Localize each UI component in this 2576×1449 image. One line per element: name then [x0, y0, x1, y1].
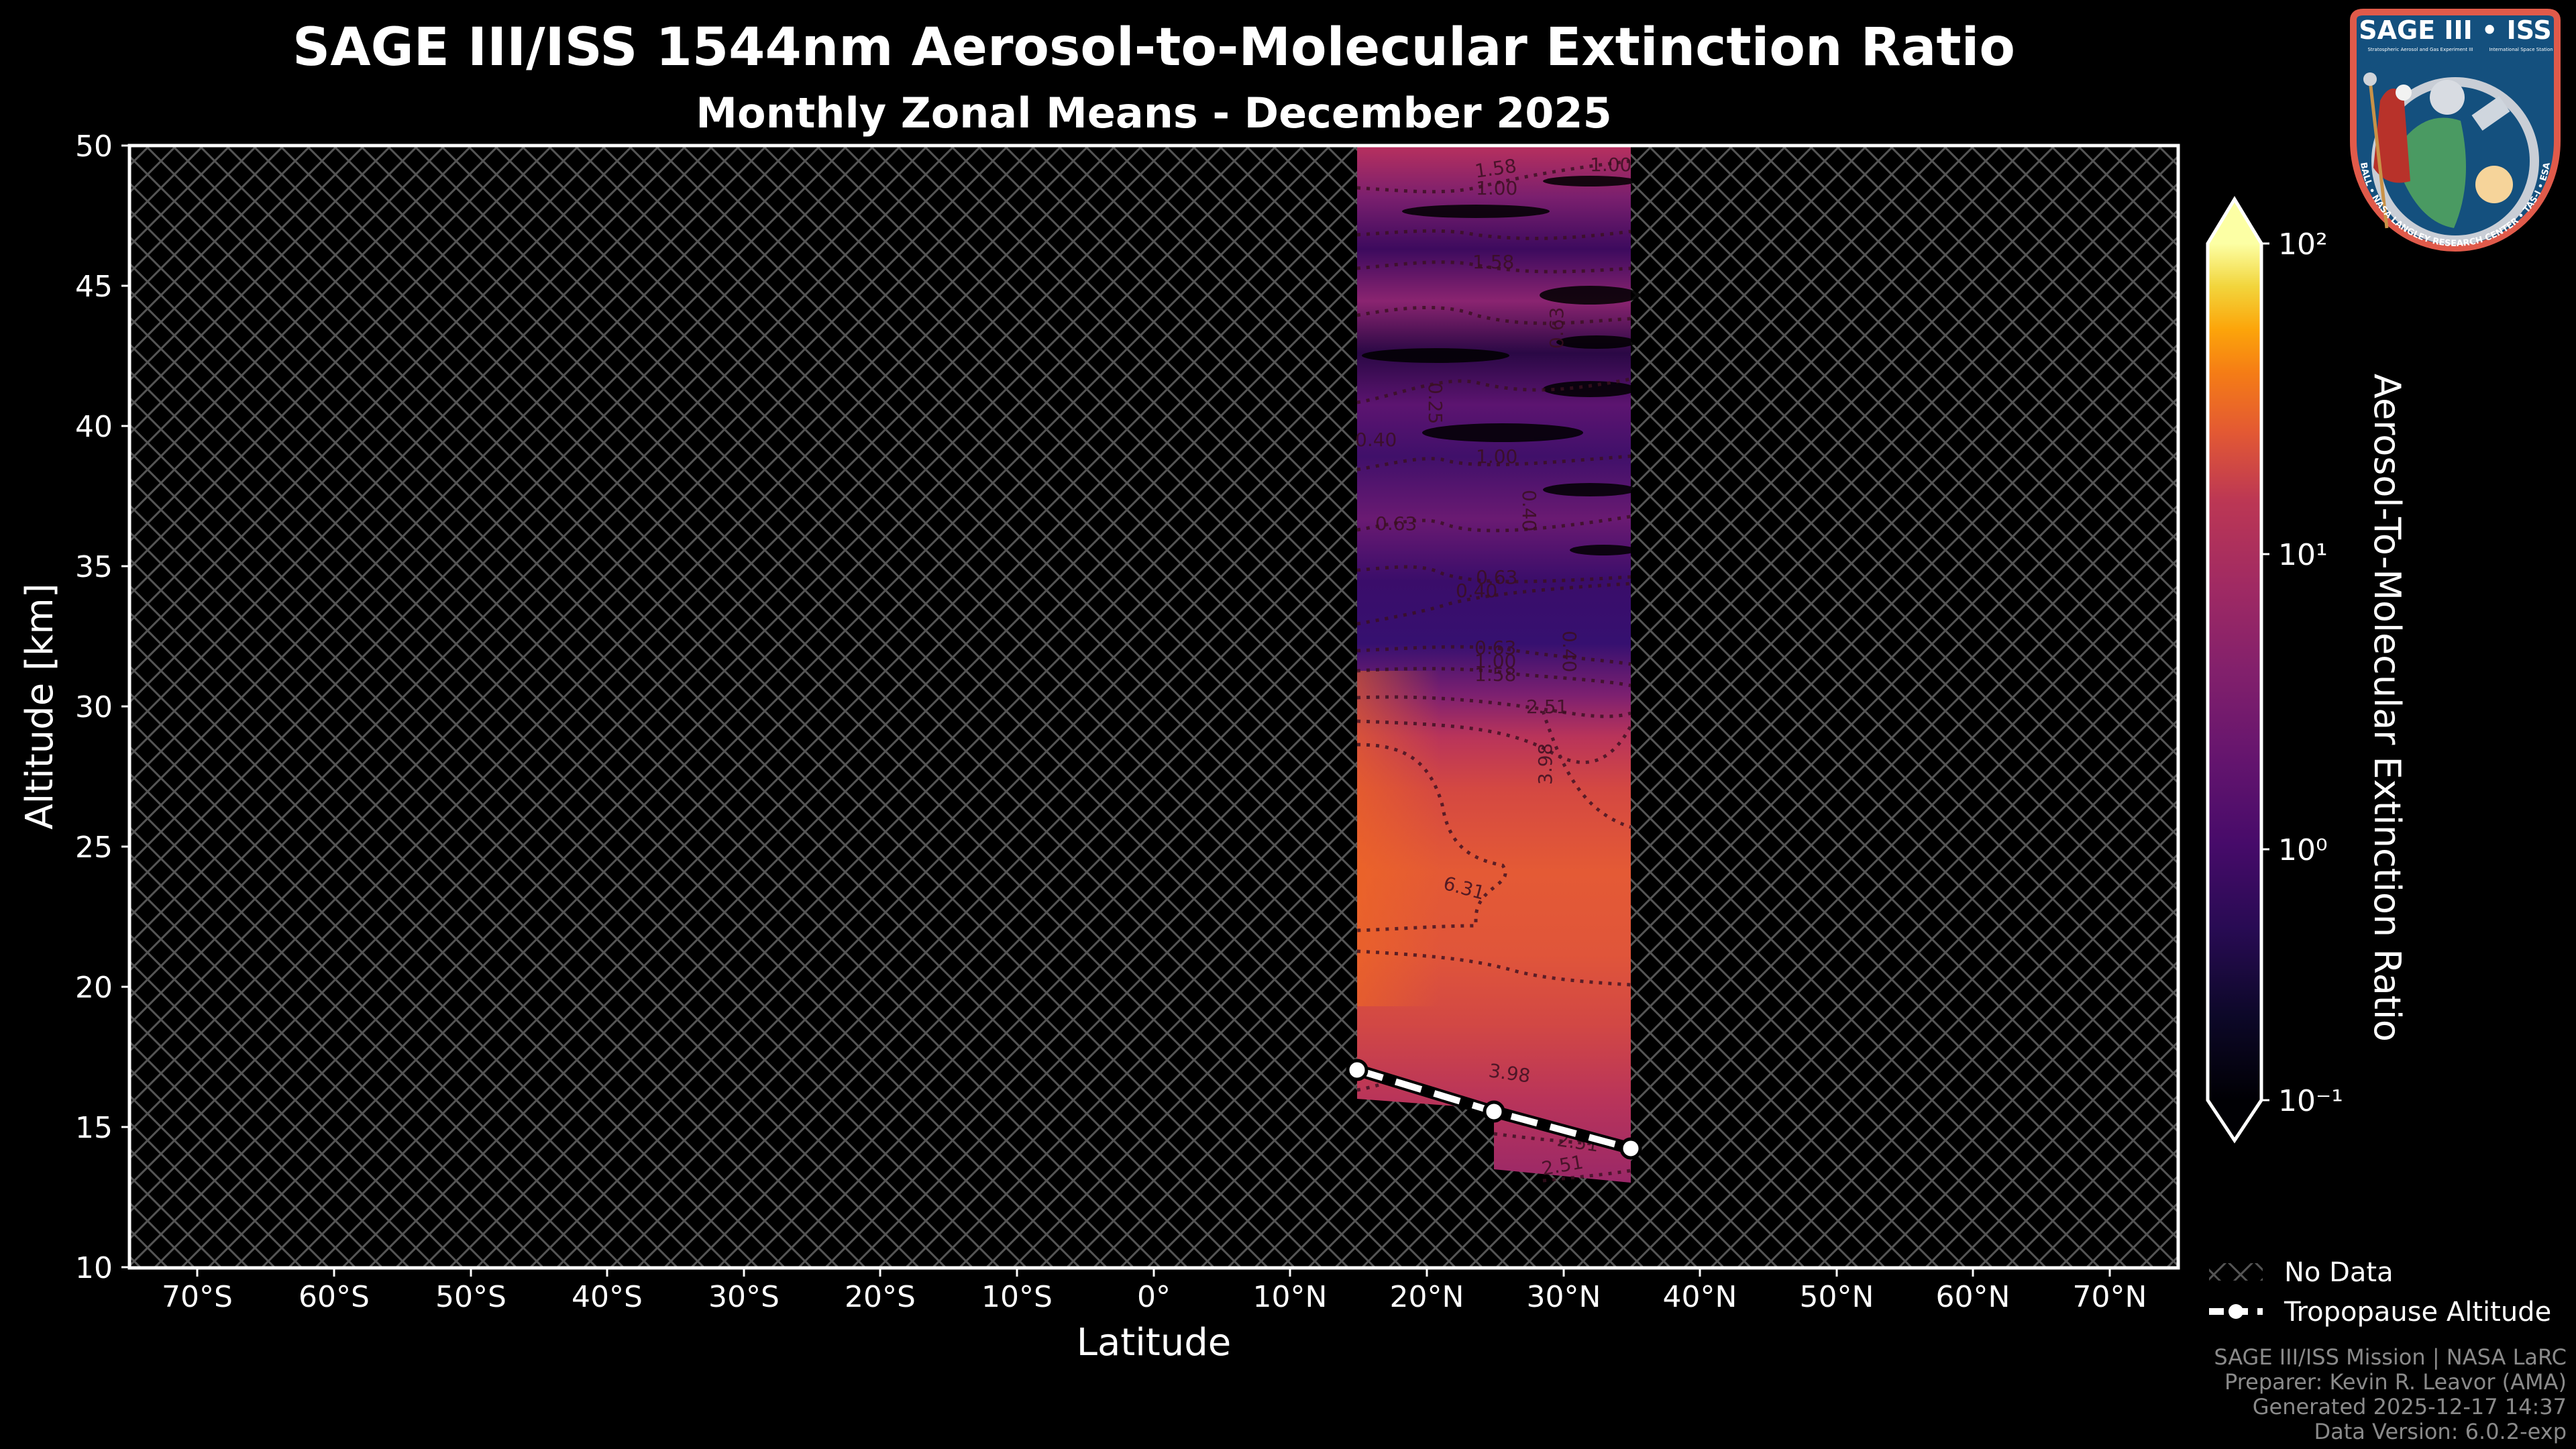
svg-text:30°N: 30°N	[1527, 1280, 1601, 1314]
contour-labels: 6.31 3.98 3.98 2.51 2.51 2.51 1.58 1.00 …	[1355, 154, 1631, 1180]
y-axis-ticks	[121, 144, 129, 1269]
svg-text:No Data: No Data	[2284, 1257, 2394, 1288]
svg-text:30: 30	[75, 690, 113, 724]
hatch-pattern	[129, 146, 2178, 1268]
svg-text:20°N: 20°N	[1390, 1280, 1464, 1314]
svg-text:3.98: 3.98	[1534, 743, 1556, 785]
svg-text:SAGE III • ISS: SAGE III • ISS	[2359, 15, 2552, 45]
svg-text:10°S: 10°S	[981, 1280, 1053, 1314]
svg-text:35: 35	[75, 550, 113, 584]
tropopause-point[interactable]	[1483, 1100, 1505, 1123]
colorbar-tick-100: 10²	[2278, 227, 2328, 262]
svg-text:70°N: 70°N	[2073, 1280, 2147, 1314]
svg-text:20°S: 20°S	[845, 1280, 916, 1314]
svg-text:40: 40	[75, 410, 113, 444]
tropopause-point[interactable]	[1619, 1137, 1642, 1160]
svg-text:0°: 0°	[1137, 1280, 1171, 1314]
svg-text:25: 25	[75, 830, 113, 865]
x-axis-tick-labels: 70°S 60°S 50°S 40°S 30°S 20°S 10°S 0° 10…	[162, 1280, 2147, 1314]
svg-text:1.58: 1.58	[1474, 663, 1516, 686]
svg-text:10°N: 10°N	[1253, 1280, 1328, 1314]
svg-text:International Space Station: International Space Station	[2489, 47, 2553, 52]
svg-text:0.25: 0.25	[1424, 382, 1446, 424]
svg-text:Tropopause Altitude: Tropopause Altitude	[2284, 1297, 2551, 1328]
svg-text:0.40: 0.40	[1558, 631, 1580, 672]
svg-text:0.63: 0.63	[1476, 566, 1517, 588]
sun-icon	[2475, 166, 2513, 203]
footer-version: Data Version: 6.0.2-exp	[2314, 1419, 2567, 1444]
svg-text:0.63: 0.63	[1375, 513, 1417, 535]
legend-item-no-data: No Data	[2209, 1257, 2394, 1288]
svg-text:1.00: 1.00	[1476, 445, 1517, 468]
svg-text:60°N: 60°N	[1936, 1280, 2010, 1314]
svg-text:1.00: 1.00	[1590, 154, 1631, 176]
hatch-swatch-icon	[2209, 1263, 2263, 1281]
chart-title: SAGE III/ISS 1544nm Aerosol-to-Molecular…	[292, 17, 2015, 78]
svg-text:2.51: 2.51	[1526, 696, 1568, 718]
tropopause-point[interactable]	[1346, 1059, 1368, 1081]
legend: No Data Tropopause Altitude	[2209, 1257, 2551, 1328]
svg-text:Stratospheric Aerosol and Gas: Stratospheric Aerosol and Gas Experiment…	[2367, 47, 2473, 52]
iss-icon	[2471, 96, 2510, 131]
svg-text:1.00: 1.00	[1474, 650, 1516, 672]
svg-text:1.00: 1.00	[1476, 177, 1517, 199]
svg-text:60°S: 60°S	[299, 1280, 370, 1314]
svg-text:30°S: 30°S	[708, 1280, 780, 1314]
svg-text:0.40: 0.40	[1518, 490, 1540, 531]
footer-credits: SAGE III/ISS Mission | NASA LaRC Prepare…	[2214, 1345, 2567, 1444]
svg-text:0.40: 0.40	[1355, 429, 1397, 451]
wizard-figure-icon	[2373, 89, 2410, 183]
svg-text:1.58: 1.58	[1472, 251, 1514, 273]
svg-text:0.63: 0.63	[1546, 307, 1568, 349]
svg-text:20: 20	[75, 971, 113, 1005]
y-axis-label: Altitude [km]	[18, 583, 62, 829]
svg-text:50°S: 50°S	[435, 1280, 506, 1314]
footer-preparer: Preparer: Kevin R. Leavor (AMA)	[2224, 1369, 2567, 1395]
svg-text:45: 45	[75, 270, 113, 304]
sage-mission-logo: SAGE III • ISS Stratospheric Aerosol and…	[2350, 9, 2561, 252]
svg-text:50: 50	[75, 129, 113, 164]
footer-mission: SAGE III/ISS Mission | NASA LaRC	[2214, 1344, 2567, 1370]
footer-generated: Generated 2025-12-17 14:37	[2252, 1394, 2567, 1419]
colorbar-tick-10: 10¹	[2278, 538, 2328, 572]
svg-text:50°N: 50°N	[1800, 1280, 1874, 1314]
svg-text:0.63: 0.63	[1474, 637, 1516, 659]
svg-text:15: 15	[75, 1111, 113, 1145]
tropopause-line	[1346, 1059, 1642, 1160]
data-heatmap: 6.31 3.98 3.98 2.51 2.51 2.51 1.58 1.00 …	[1355, 146, 1640, 1183]
colorbar-label: Aerosol-To-Molecular Extinction Ratio	[2366, 374, 2408, 1042]
svg-text:40°S: 40°S	[572, 1280, 643, 1314]
chart-subtitle: Monthly Zonal Means - December 2025	[696, 89, 1612, 138]
x-axis-label: Latitude	[1077, 1321, 1231, 1364]
legend-item-tropopause: Tropopause Altitude	[2209, 1297, 2551, 1328]
colorbar-tick-0.1: 10⁻¹	[2278, 1084, 2343, 1118]
x-axis-ticks	[196, 1269, 2111, 1277]
colorbar-tick-1: 10⁰	[2278, 833, 2328, 867]
svg-text:10: 10	[75, 1251, 113, 1285]
y-axis-tick-labels: 10 15 20 25 30 35 40 45 50	[75, 129, 113, 1285]
svg-text:40°N: 40°N	[1663, 1280, 1737, 1314]
moon-icon	[2430, 80, 2465, 115]
svg-text:0.40: 0.40	[1456, 580, 1497, 602]
svg-text:70°S: 70°S	[162, 1280, 233, 1314]
contour-lines	[1356, 159, 1633, 1183]
colorbar: 10² 10¹ 10⁰ 10⁻¹ Aerosol-To-Molecular Ex…	[2206, 196, 2408, 1144]
